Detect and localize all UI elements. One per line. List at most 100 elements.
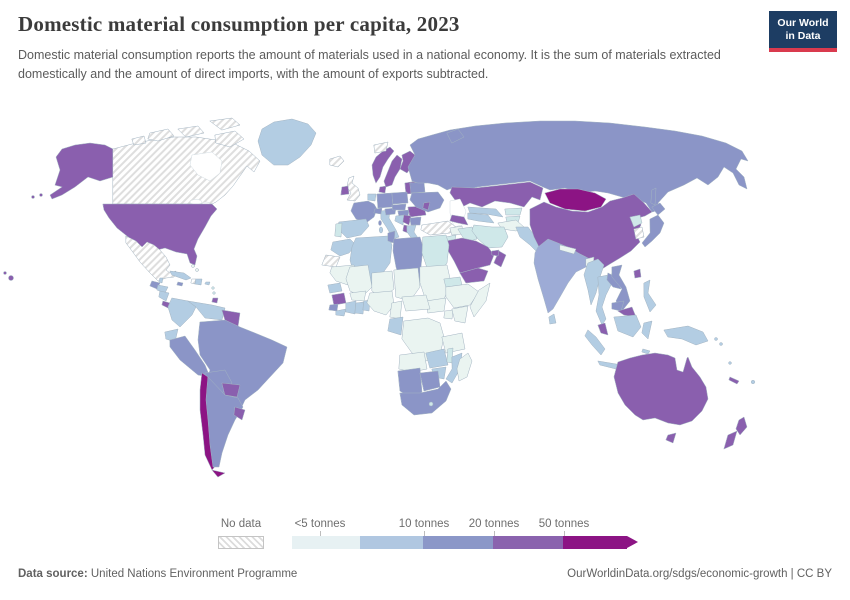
country-new-zealand[interactable] xyxy=(735,416,748,436)
country-south-africa[interactable] xyxy=(399,380,452,416)
country-sulawesi[interactable] xyxy=(641,320,653,340)
country-vanuatu[interactable] xyxy=(728,361,732,365)
country-liberia[interactable] xyxy=(335,308,347,317)
country-cuba[interactable] xyxy=(169,270,192,281)
country-yemen[interactable] xyxy=(459,267,489,284)
country-kenya[interactable] xyxy=(451,305,469,324)
country-svalbard[interactable] xyxy=(373,141,389,154)
country-belize[interactable] xyxy=(158,277,164,284)
country-dominican-republic[interactable] xyxy=(194,278,203,286)
country-taiwan[interactable] xyxy=(633,268,642,279)
country-western-sahara[interactable] xyxy=(321,254,341,268)
country-greece[interactable] xyxy=(406,224,419,240)
country-solomon-islands[interactable] xyxy=(714,337,718,341)
country-netherlands[interactable] xyxy=(367,193,377,202)
country-lesser-antilles[interactable] xyxy=(212,291,216,295)
country-aleutians[interactable] xyxy=(31,195,35,199)
country-sakhalin[interactable] xyxy=(650,187,657,206)
country-uk[interactable] xyxy=(346,175,361,202)
country-tierra-del-fuego[interactable] xyxy=(211,469,226,478)
country-nepal[interactable] xyxy=(559,244,577,255)
country-alaska[interactable] xyxy=(49,142,114,200)
country-moldova[interactable] xyxy=(422,201,431,211)
country-madagascar[interactable] xyxy=(456,352,473,382)
legend-segment[interactable] xyxy=(563,536,627,549)
country-new-zealand[interactable] xyxy=(723,430,738,450)
country-france[interactable] xyxy=(350,200,378,224)
country-tanzania[interactable] xyxy=(441,332,466,354)
country-canadian-arctic[interactable] xyxy=(214,130,245,148)
country-belarus[interactable] xyxy=(409,181,426,194)
legend-color-bar[interactable] xyxy=(292,536,638,549)
country-poland[interactable] xyxy=(391,191,409,205)
country-uzbekistan[interactable] xyxy=(467,206,504,218)
country-aleutians[interactable] xyxy=(39,193,43,197)
country-timor[interactable] xyxy=(641,348,651,355)
country-sierra-leone[interactable] xyxy=(328,303,339,312)
country-norway[interactable] xyxy=(371,146,395,184)
legend-segment[interactable] xyxy=(292,536,360,549)
country-ireland[interactable] xyxy=(340,185,350,196)
country-trinidad[interactable] xyxy=(211,297,219,304)
legend-segment[interactable] xyxy=(493,536,563,549)
country-ukraine[interactable] xyxy=(409,191,445,213)
country-bulgaria[interactable] xyxy=(409,216,422,226)
credit-link[interactable]: OurWorldinData.org/sdgs/economic-growth … xyxy=(567,568,832,580)
legend-no-data-swatch[interactable] xyxy=(218,536,264,549)
country-canadian-arctic[interactable] xyxy=(177,125,205,138)
country-borneo-indonesia[interactable] xyxy=(613,314,642,338)
country-mexico[interactable] xyxy=(125,235,177,282)
country-australia[interactable] xyxy=(613,352,709,426)
country-sri-lanka[interactable] xyxy=(548,313,557,325)
country-south-korea[interactable] xyxy=(633,226,645,240)
country-uruguay[interactable] xyxy=(233,406,246,421)
country-philippines[interactable] xyxy=(643,279,657,313)
country-canadian-arctic[interactable] xyxy=(147,128,175,142)
country-kyrgyzstan[interactable] xyxy=(504,207,523,216)
country-uganda[interactable] xyxy=(443,309,454,320)
country-lesotho[interactable] xyxy=(428,401,434,407)
country-switzerland[interactable] xyxy=(373,207,383,215)
country-myanmar[interactable] xyxy=(583,258,605,306)
country-guinea[interactable] xyxy=(331,292,347,306)
country-denmark[interactable] xyxy=(378,185,387,194)
country-canadian-arctic[interactable] xyxy=(209,117,241,131)
country-greenland[interactable] xyxy=(257,118,317,166)
country-chad[interactable] xyxy=(393,267,421,302)
country-vietnam[interactable] xyxy=(611,264,631,312)
country-central-african-republic[interactable] xyxy=(401,294,431,312)
country-turkey[interactable] xyxy=(420,220,457,236)
country-ghana[interactable] xyxy=(354,301,365,315)
country-solomon-islands[interactable] xyxy=(719,342,723,346)
country-portugal[interactable] xyxy=(334,222,343,238)
country-sweden[interactable] xyxy=(383,154,403,188)
country-paraguay[interactable] xyxy=(221,382,241,398)
country-iran[interactable] xyxy=(471,224,509,249)
country-ethiopia[interactable] xyxy=(445,283,480,309)
legend-segment[interactable] xyxy=(360,536,423,549)
country-fiji[interactable] xyxy=(750,379,756,385)
country-caucasus[interactable] xyxy=(449,214,469,226)
country-saudi-arabia[interactable] xyxy=(445,237,495,274)
country-botswana[interactable] xyxy=(419,370,441,392)
country-nigeria[interactable] xyxy=(366,290,395,316)
country-croatia-bosnia[interactable] xyxy=(394,214,405,226)
country-sumatra[interactable] xyxy=(584,329,606,356)
country-tasmania[interactable] xyxy=(665,432,677,444)
country-argentina[interactable] xyxy=(205,376,244,468)
country-zambia[interactable] xyxy=(425,348,449,369)
country-spain[interactable] xyxy=(337,218,370,239)
country-oman[interactable] xyxy=(493,250,507,268)
country-costa-rica[interactable] xyxy=(161,300,171,309)
country-morocco[interactable] xyxy=(330,238,357,257)
country-germany[interactable] xyxy=(376,192,394,209)
country-senegal[interactable] xyxy=(327,282,343,294)
country-gabon-congo[interactable] xyxy=(387,316,404,336)
country-somalia[interactable] xyxy=(469,282,491,318)
country-sardinia[interactable] xyxy=(378,226,384,234)
country-ivory-coast[interactable] xyxy=(345,300,357,315)
country-new-guinea[interactable] xyxy=(663,325,709,346)
country-czech-slovakia[interactable] xyxy=(391,203,407,211)
country-hawaii[interactable] xyxy=(3,271,7,275)
country-russia[interactable] xyxy=(407,120,749,213)
